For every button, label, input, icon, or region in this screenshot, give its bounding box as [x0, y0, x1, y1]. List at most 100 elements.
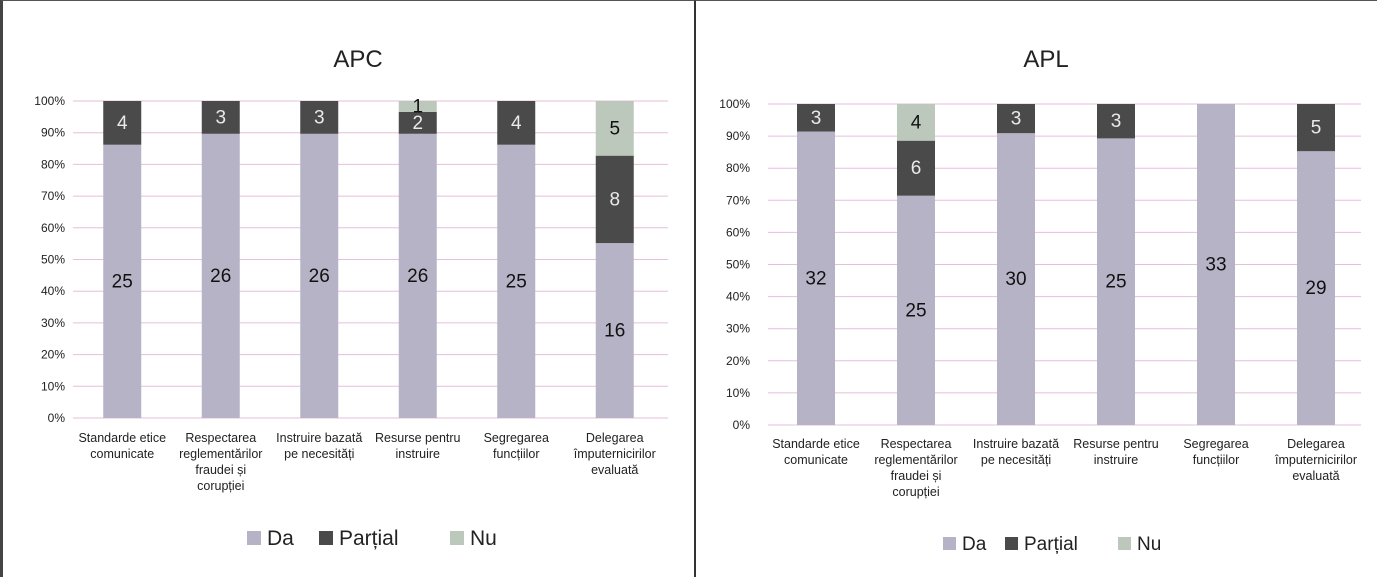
- bar-da-segment: [997, 133, 1035, 425]
- category-label: Resurse pentru instruire: [375, 431, 461, 461]
- category-label-line: Respectarea: [185, 431, 256, 445]
- chart-panel-apl: APL 0% 10% 20% 30% 40% 50% 60% 70% 80% 90% 100% 32 3 S…: [694, 0, 1377, 577]
- category-label-line: funcțiilor: [1193, 453, 1240, 467]
- category-label-line: Delegarea: [1287, 437, 1345, 451]
- y-tick-label: 20%: [726, 354, 750, 368]
- bar-parial-segment: [797, 104, 835, 132]
- bar-da-segment: [398, 133, 437, 419]
- chart-apc: APC0%10%20%30%40%50%60%70%80%90%100%254S…: [34, 46, 668, 550]
- category-label-line: reglementărilor: [179, 447, 262, 461]
- legend-swatch: [247, 531, 261, 545]
- legend-swatch: [1118, 537, 1131, 550]
- data-label: 5: [1311, 118, 1322, 139]
- y-tick-label: 50%: [41, 253, 65, 267]
- bar-da-segment: [103, 144, 142, 419]
- y-tick-label: 20%: [41, 348, 65, 362]
- category-label-line: reglementărilor: [874, 453, 957, 467]
- category-label-line: Standarde etice: [772, 437, 860, 451]
- data-label: 3: [1111, 111, 1122, 132]
- legend-swatch: [1005, 537, 1018, 550]
- bar-da-segment: [201, 133, 240, 419]
- bar-da-segment: [300, 133, 339, 419]
- legend-label: Nu: [1137, 534, 1161, 555]
- category-label-line: Instruire bazată: [276, 431, 362, 445]
- legend-swatch: [319, 531, 333, 545]
- category-label: Instruire bazată pe necesități: [973, 437, 1059, 467]
- category-label: Segregarea funcțiilor: [484, 431, 549, 461]
- bar-da-segment: [897, 195, 935, 425]
- category-label-line: corupției: [197, 479, 244, 493]
- y-tick-label: 0%: [733, 418, 751, 432]
- bar-parial-segment: [897, 140, 935, 196]
- y-tick-label: 100%: [34, 94, 65, 108]
- legend-label: Parțial: [1024, 534, 1078, 555]
- category-label-line: Instruire bazată: [973, 437, 1059, 451]
- category-label-line: comunicate: [784, 453, 848, 467]
- data-label: 3: [811, 108, 822, 129]
- data-label: 25: [1105, 272, 1126, 293]
- category-label-line: Segregarea: [1183, 437, 1248, 451]
- category-label-line: Delegarea: [586, 431, 644, 445]
- category-label: Segregarea funcțiilor: [1183, 437, 1248, 467]
- legend-label: Da: [267, 527, 294, 550]
- data-label: 29: [1305, 278, 1326, 299]
- bar-da-segment: [1297, 151, 1335, 426]
- data-label: 3: [215, 107, 226, 128]
- y-tick-label: 40%: [726, 290, 750, 304]
- y-tick-label: 30%: [726, 322, 750, 336]
- chart-apl: APL 0% 10% 20% 30% 40% 50% 60% 70% 80% 90% 100% 32 3 S…: [719, 46, 1361, 555]
- bar-parial-segment: [595, 155, 634, 244]
- y-tick-label: 80%: [726, 161, 750, 175]
- category-label: Delegarea împuternicirilor evaluată: [1274, 437, 1357, 483]
- data-label: 1: [412, 96, 423, 117]
- bar-nu-segment: [897, 104, 935, 141]
- data-label: 2: [412, 113, 423, 134]
- y-tick-label: 90%: [41, 126, 65, 140]
- legend-label: Da: [962, 534, 987, 555]
- y-tick-label: 60%: [41, 221, 65, 235]
- bar-parial-segment: [1297, 104, 1335, 152]
- category-label-line: fraudei și: [891, 469, 942, 483]
- data-label: 25: [506, 271, 527, 292]
- category-label-line: împuternicirilor: [1274, 453, 1357, 467]
- y-tick-label: 70%: [726, 193, 750, 207]
- y-tick-label: 100%: [719, 97, 750, 111]
- y-tick-label: 50%: [726, 258, 750, 272]
- category-label-line: evaluată: [591, 463, 638, 477]
- bar-parial-segment: [300, 101, 339, 134]
- data-label: 4: [117, 113, 128, 134]
- data-label: 4: [511, 113, 522, 134]
- data-label: 16: [604, 321, 625, 342]
- data-label: 3: [314, 107, 325, 128]
- y-tick-label: 0%: [48, 411, 66, 425]
- y-tick-label: 80%: [41, 157, 65, 171]
- chart-title: APL: [1023, 46, 1068, 73]
- category-label-line: fraudei și: [195, 463, 246, 477]
- y-tick-label: 30%: [41, 316, 65, 330]
- data-label: 26: [407, 266, 428, 287]
- chart-title: APC: [333, 46, 382, 73]
- category-label-line: Resurse pentru: [1073, 437, 1159, 451]
- data-label: 4: [911, 112, 922, 133]
- bar-da-segment: [1197, 104, 1235, 425]
- bar-parial-segment: [497, 101, 536, 145]
- category-label-line: Standarde etice: [78, 431, 166, 445]
- data-label: 26: [210, 266, 231, 287]
- y-tick-label: 90%: [726, 129, 750, 143]
- data-label: 6: [911, 158, 922, 179]
- category-label-line: instruire: [1094, 453, 1139, 467]
- data-label: 8: [609, 189, 620, 210]
- chart-panel-apc: APC 0% 10% 20% 30% 40% 50% 60% 70% 80% 90% 100% 25 4 S…: [0, 0, 694, 577]
- legend-swatch: [450, 531, 464, 545]
- data-label: 3: [1011, 109, 1022, 130]
- category-label-line: funcțiilor: [493, 447, 540, 461]
- category-label-line: împuternicirilor: [573, 447, 656, 461]
- data-label: 25: [112, 271, 133, 292]
- category-label-line: pe necesități: [284, 447, 354, 461]
- bar-parial-segment: [1097, 104, 1135, 139]
- category-label: Standarde etice comunicate: [78, 431, 166, 461]
- legend-label: Nu: [470, 527, 497, 550]
- data-label: 5: [609, 118, 620, 139]
- bar-da-segment: [595, 243, 634, 418]
- bar-parial-segment: [103, 101, 142, 145]
